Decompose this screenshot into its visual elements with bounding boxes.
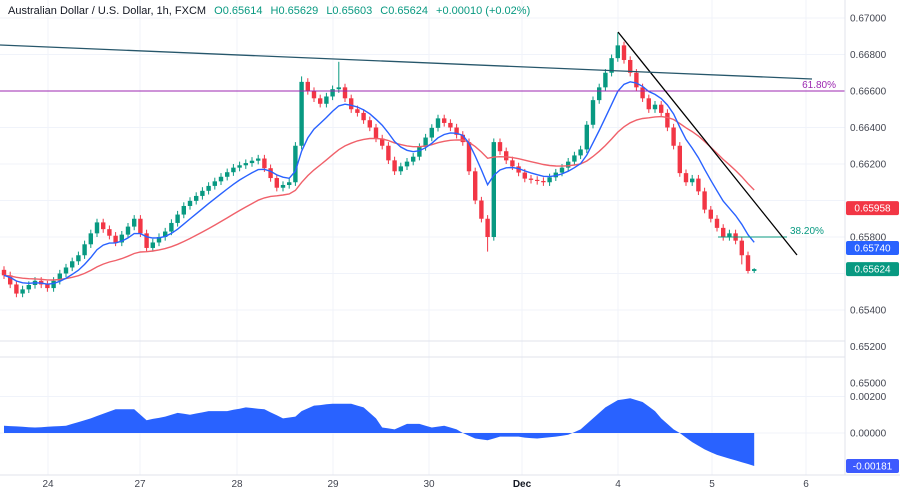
price-badge (846, 201, 899, 216)
ma-fast-line (3, 81, 755, 285)
price-axis-label: 0.66600 (850, 87, 887, 98)
trendline[interactable] (617, 31, 798, 256)
price-axis-label: 0.65800 (850, 233, 887, 244)
ma-slow-line (3, 115, 755, 281)
indicator-badge (846, 459, 899, 474)
time-axis-label: 5 (709, 479, 715, 490)
price-axis-label: 0.66200 (850, 160, 887, 171)
indicator-axis-label: 0.00200 (850, 392, 887, 403)
ohlc-close: C0.65624 (380, 5, 428, 17)
price-badge (846, 262, 899, 277)
price-axis-label: 0.67000 (850, 14, 887, 25)
time-axis-label: 29 (327, 479, 339, 490)
ohlc-high: H0.65629 (270, 5, 319, 17)
price-axis-label: 0.65200 (850, 342, 887, 353)
time-axis-label: Dec (513, 479, 532, 490)
symbol-legend: Australian Dollar / U.S. Dollar, 1h, FXC… (8, 5, 530, 17)
price-axis-label: 0.65400 (850, 306, 887, 317)
time-axis-label: 30 (423, 479, 435, 490)
time-axis-label: 24 (42, 479, 54, 490)
price-axis-label: 0.65000 (850, 379, 887, 390)
price-badge-text: 0.65958 (854, 204, 891, 215)
price-badge-text: 0.65624 (854, 265, 891, 276)
indicator-badge-text: -0.00181 (853, 462, 893, 473)
price-axis[interactable]: 0.67000 0.66800 0.66600 0.66400 0.66200 0.658… (846, 14, 899, 474)
indicator-axis-label: 0.00000 (850, 429, 887, 440)
trendline[interactable] (0, 44, 813, 80)
time-axis-label: 27 (134, 479, 146, 490)
time-axis-label: 28 (231, 479, 243, 490)
price-change: +0.00010 (+0.02%) (436, 5, 531, 17)
ohlc-open: O0.65614 (214, 5, 263, 17)
fib-level-label: 38.20% (790, 226, 824, 237)
price-badge (846, 240, 899, 255)
price-axis-label: 0.66800 (850, 50, 887, 61)
ohlc-low: L0.65603 (326, 5, 373, 17)
fib-level-label: 61.80% (802, 80, 836, 91)
price-badge-text: 0.65740 (854, 243, 891, 254)
indicator-area (4, 398, 755, 466)
price-axis-label: 0.66400 (850, 123, 887, 134)
time-axis[interactable]: 24 27 28 29 30 Dec 4 5 6 (42, 479, 809, 490)
time-axis-label: 4 (615, 479, 621, 490)
symbol-title[interactable]: Australian Dollar / U.S. Dollar, 1h, FXC… (8, 5, 207, 17)
time-axis-label: 6 (803, 479, 809, 490)
